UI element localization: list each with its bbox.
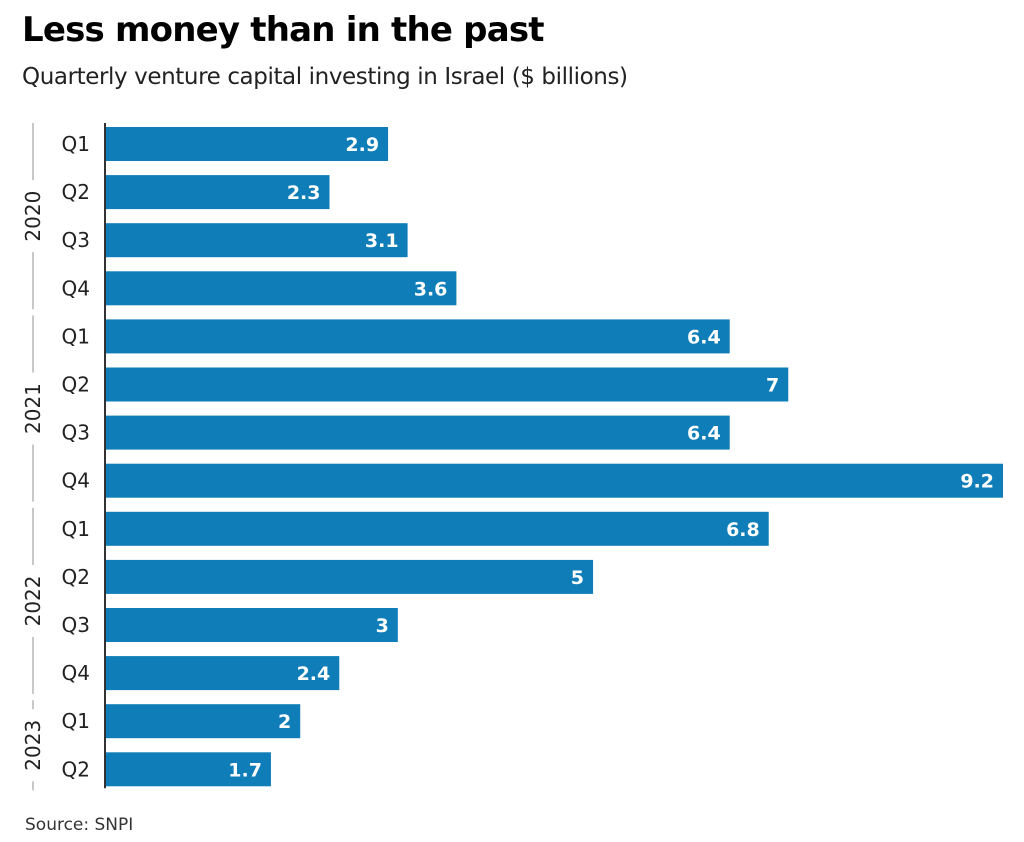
quarter-label: Q3 xyxy=(62,613,90,637)
bar-2021-q4 xyxy=(105,463,1003,498)
value-label: 2.3 xyxy=(287,182,321,204)
year-label: 2021 xyxy=(21,383,45,434)
quarter-label: Q1 xyxy=(62,132,90,156)
quarter-label: Q4 xyxy=(62,469,90,493)
bar-2020-q2 xyxy=(105,175,330,210)
bar-2023-q2 xyxy=(105,752,271,787)
value-label: 3 xyxy=(376,615,389,637)
value-label: 6.4 xyxy=(687,423,721,445)
bar-2021-q1 xyxy=(105,319,730,354)
value-label: 9.2 xyxy=(960,471,994,493)
quarter-label: Q2 xyxy=(62,373,90,397)
year-label: 2020 xyxy=(21,191,45,242)
quarter-label: Q3 xyxy=(62,421,90,445)
quarter-label: Q4 xyxy=(62,276,90,300)
bar-2022-q4 xyxy=(105,656,340,691)
quarter-label: Q1 xyxy=(62,709,90,733)
year-label: 2023 xyxy=(21,720,45,771)
quarter-label: Q2 xyxy=(62,180,90,204)
value-label: 6.4 xyxy=(687,326,721,348)
year-label: 2022 xyxy=(21,575,45,626)
chart-title: Less money than in the past xyxy=(22,10,545,50)
quarter-label: Q3 xyxy=(62,228,90,252)
bar-2020-q3 xyxy=(105,223,408,258)
bar-2022-q3 xyxy=(105,608,398,642)
value-label: 2.4 xyxy=(297,663,331,685)
chart-subtitle: Quarterly venture capital investing in I… xyxy=(22,64,628,90)
bar-2023-q1 xyxy=(105,704,301,739)
value-label: 3.1 xyxy=(365,230,399,252)
source-note: Source: SNPI xyxy=(25,815,134,835)
bar-2021-q3 xyxy=(105,415,730,450)
value-label: 5 xyxy=(571,567,584,589)
quarter-label: Q2 xyxy=(62,565,90,589)
quarter-label: Q2 xyxy=(62,757,90,781)
value-label: 2.9 xyxy=(345,134,379,156)
bar-2020-q4 xyxy=(105,271,457,306)
bar-2021-q2 xyxy=(105,367,789,402)
bar-2022-q1 xyxy=(105,511,769,546)
value-label: 2 xyxy=(278,711,291,733)
quarter-label: Q1 xyxy=(62,517,90,541)
value-label: 7 xyxy=(766,375,779,397)
value-label: 3.6 xyxy=(414,278,448,300)
bar-2022-q2 xyxy=(105,559,594,594)
value-label: 6.8 xyxy=(726,519,760,541)
value-label: 1.7 xyxy=(228,759,262,781)
bar-2020-q1 xyxy=(105,127,389,161)
quarter-label: Q1 xyxy=(62,324,90,348)
quarter-label: Q4 xyxy=(62,661,90,685)
